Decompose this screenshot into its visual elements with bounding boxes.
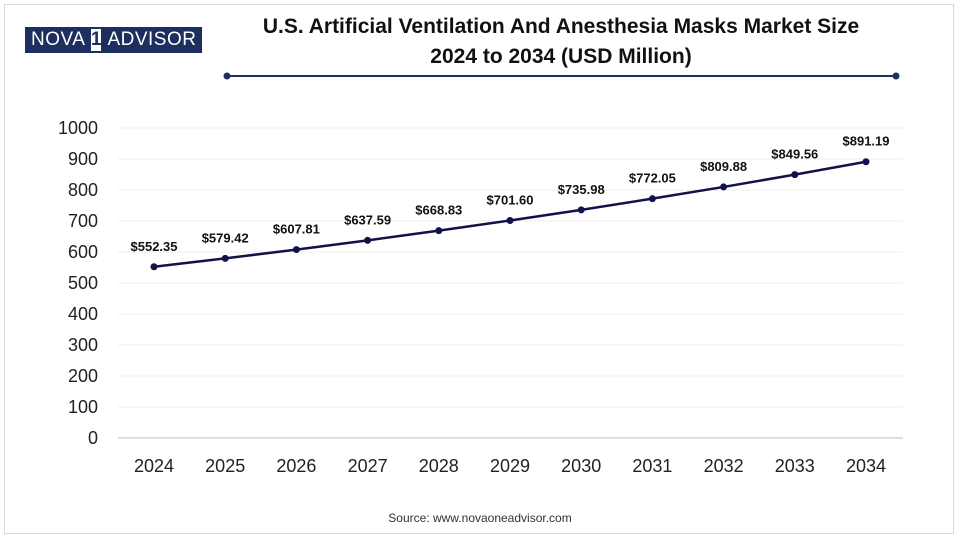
y-tick-label: 900 xyxy=(68,149,98,169)
y-axis-ticks: 0 100 200 300 400 500 600 700 800 900 1000 xyxy=(58,118,98,448)
data-label: $701.60 xyxy=(487,193,534,208)
data-label: $637.59 xyxy=(344,212,391,227)
x-tick-label: 2033 xyxy=(775,456,815,476)
y-tick-label: 400 xyxy=(68,304,98,324)
y-tick-label: 100 xyxy=(68,397,98,417)
data-label: $579.42 xyxy=(202,230,249,245)
data-point xyxy=(506,217,514,225)
source-note: Source: www.novaoneadvisor.com xyxy=(388,511,572,525)
y-tick-label: 600 xyxy=(68,242,98,262)
data-point xyxy=(292,246,300,254)
data-label: $552.35 xyxy=(131,239,178,254)
logo-text-nova: NOVA xyxy=(25,27,90,53)
logo-mark: 1 xyxy=(89,27,104,53)
data-label: $607.81 xyxy=(273,222,320,237)
data-label: $735.98 xyxy=(558,182,605,197)
title-underline-dot-right xyxy=(892,72,900,80)
data-point xyxy=(720,183,728,191)
y-tick-label: 700 xyxy=(68,211,98,231)
chart-title-line2: 2024 to 2034 (USD Million) xyxy=(430,45,692,68)
x-tick-label: 2024 xyxy=(134,456,174,476)
series-market-size: $552.35 $579.42 $607.81 $637.59 $668.83 $701.… xyxy=(131,134,890,271)
y-tick-label: 500 xyxy=(68,273,98,293)
series-line xyxy=(153,160,867,269)
data-label: $809.88 xyxy=(700,159,747,174)
data-point xyxy=(221,254,229,262)
chart-title: U.S. Artificial Ventilation And Anesthes… xyxy=(216,12,906,72)
x-tick-label: 2030 xyxy=(561,456,601,476)
x-tick-label: 2029 xyxy=(490,456,530,476)
data-point xyxy=(435,227,443,235)
chart-title-line1: U.S. Artificial Ventilation And Anesthes… xyxy=(262,15,860,38)
x-tick-label: 2026 xyxy=(276,456,316,476)
data-label: $891.19 xyxy=(843,134,890,149)
y-tick-label: 1000 xyxy=(58,118,98,138)
data-label: $849.56 xyxy=(771,147,818,162)
data-point xyxy=(150,263,158,271)
title-underline-dot-left xyxy=(223,72,231,80)
data-point xyxy=(648,195,656,203)
x-tick-label: 2027 xyxy=(348,456,388,476)
x-tick-label: 2028 xyxy=(419,456,459,476)
data-point xyxy=(791,171,799,179)
y-tick-label: 200 xyxy=(68,366,98,386)
y-tick-label: 300 xyxy=(68,335,98,355)
title-underline xyxy=(223,72,900,80)
logo-text-advisor: ADVISOR xyxy=(103,27,203,53)
data-point xyxy=(862,158,870,166)
brand-logo: NOVA 1 ADVISOR xyxy=(25,27,203,53)
x-tick-label: 2034 xyxy=(846,456,886,476)
data-point xyxy=(364,236,372,244)
x-axis-ticks: 2024 2025 2026 2027 2028 2029 2030 2031 2032 2033… xyxy=(134,456,886,476)
y-tick-label: 0 xyxy=(88,428,98,448)
gridlines xyxy=(118,127,903,439)
x-tick-label: 2031 xyxy=(632,456,672,476)
data-label: $772.05 xyxy=(629,171,676,186)
chart-frame xyxy=(4,4,954,534)
data-label: $668.83 xyxy=(415,203,462,218)
y-tick-label: 800 xyxy=(68,180,98,200)
data-point xyxy=(577,206,585,214)
x-tick-label: 2025 xyxy=(205,456,245,476)
x-tick-label: 2032 xyxy=(704,456,744,476)
